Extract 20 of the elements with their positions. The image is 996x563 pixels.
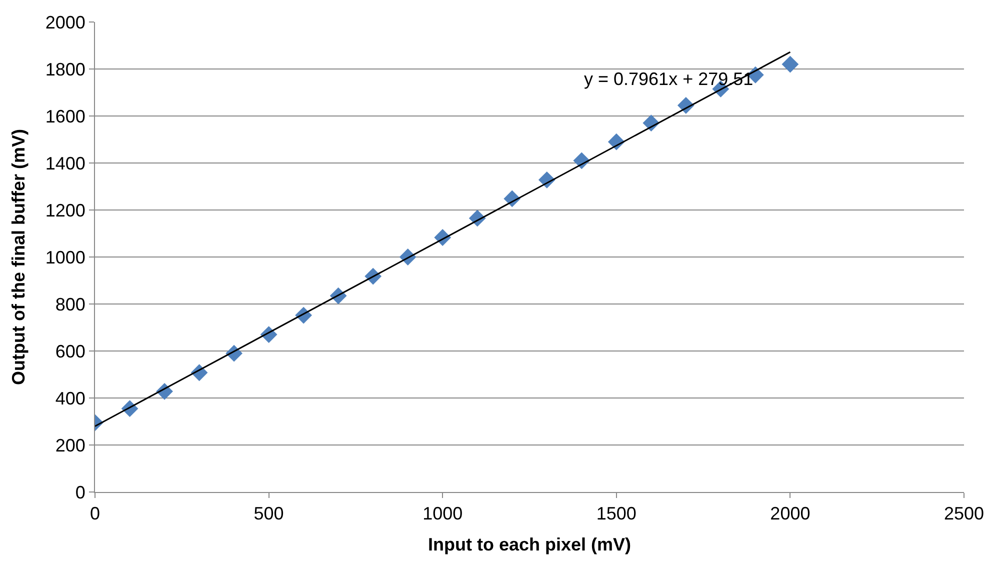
y-tick-label: 200 <box>55 435 86 456</box>
y-tick-label: 800 <box>55 294 86 314</box>
x-tick-label: 2500 <box>944 504 984 524</box>
x-tick-label: 2000 <box>770 504 810 524</box>
y-tick-label: 600 <box>55 341 86 362</box>
y-axis-title: Output of the final buffer (mV) <box>8 129 29 385</box>
y-tick-label: 400 <box>55 388 86 408</box>
y-tick-label: 1200 <box>45 200 86 220</box>
y-tick-label: 1400 <box>45 153 86 174</box>
y-tick-label: 1000 <box>45 247 86 268</box>
y-tick-label: 1600 <box>45 106 86 126</box>
y-tick-label: 1800 <box>45 59 86 80</box>
y-tick-label: 2000 <box>45 12 86 32</box>
x-tick-label: 1000 <box>422 504 463 524</box>
x-axis-title: Input to each pixel (mV) <box>428 534 632 555</box>
x-tick-label: 1500 <box>596 504 636 524</box>
point <box>782 56 799 73</box>
y-tick-label: 0 <box>75 482 86 502</box>
x-tick-label: 0 <box>90 504 100 524</box>
x-tick-label: 500 <box>254 504 284 524</box>
